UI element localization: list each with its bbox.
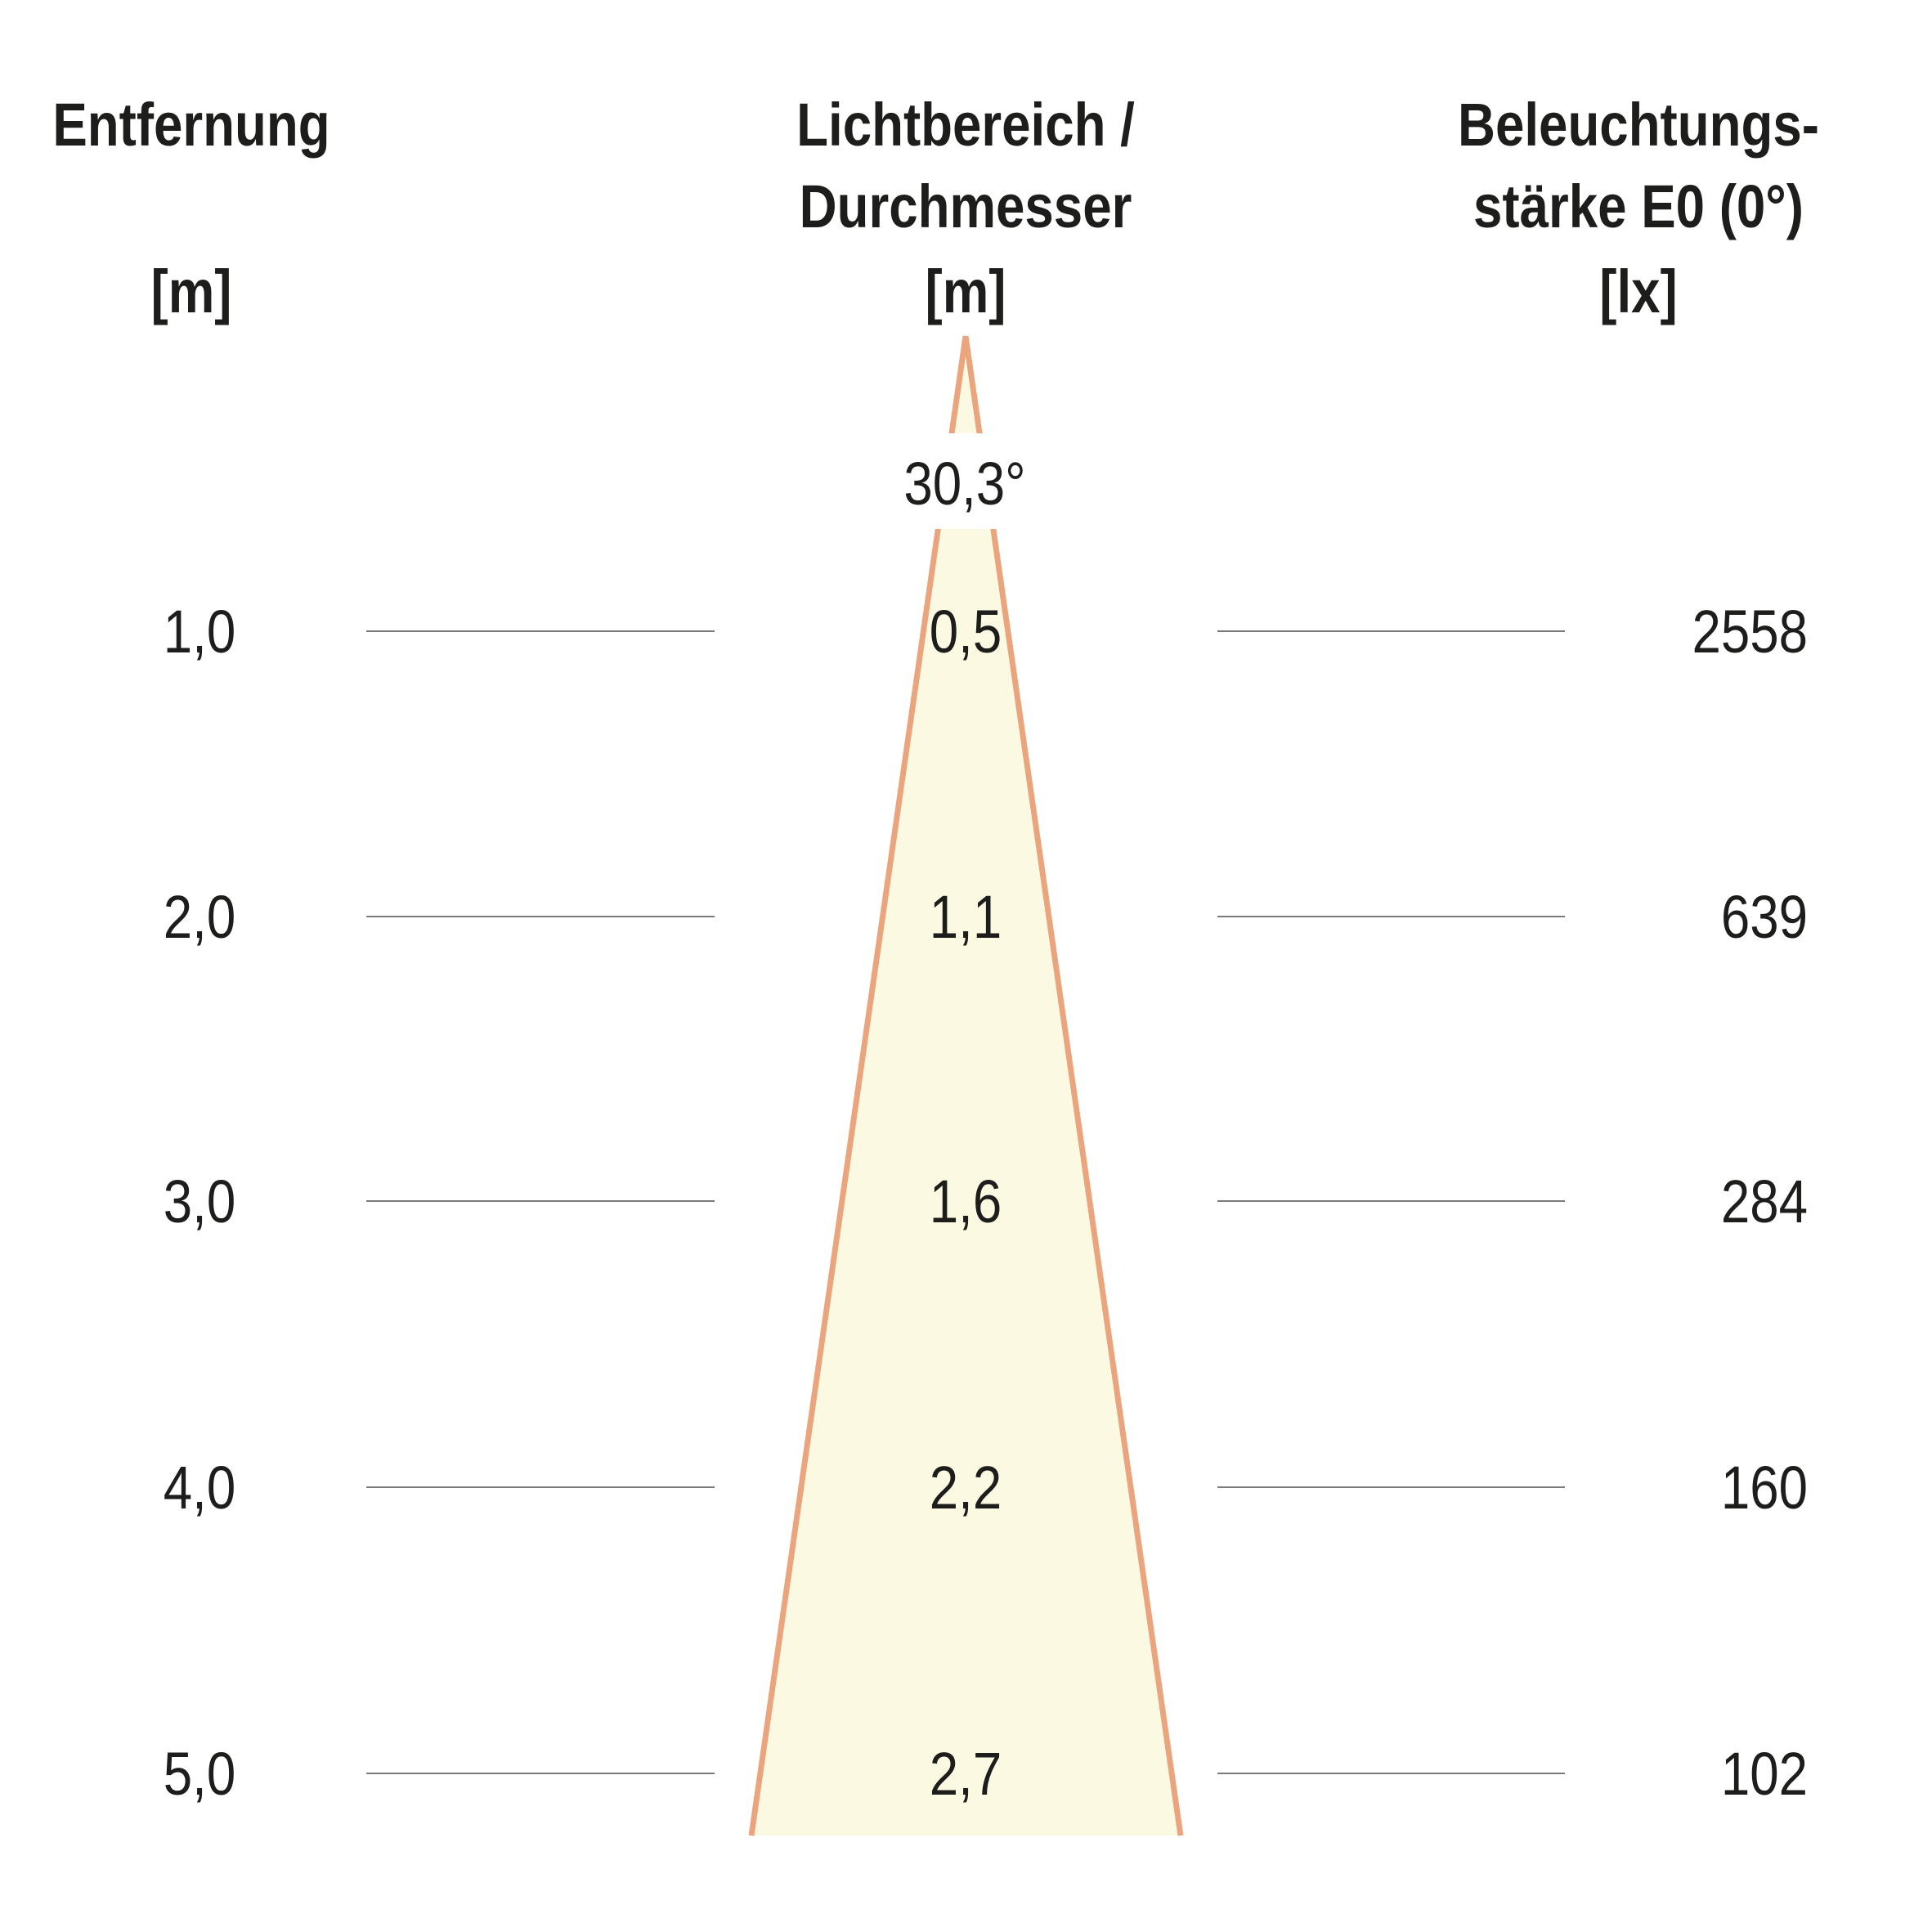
header-distance-unit: [m] — [151, 258, 232, 326]
illuminance-value: 160 — [1721, 1455, 1808, 1522]
illuminance-value: 639 — [1721, 884, 1808, 952]
diameter-value: 1,1 — [930, 884, 1002, 952]
distance-value: 2,0 — [164, 884, 235, 952]
light-cone — [751, 336, 1181, 1836]
table-row: 2,0 1,1 639 — [164, 884, 1808, 952]
distance-value: 1,0 — [164, 598, 235, 666]
diameter-value: 2,7 — [930, 1741, 1002, 1809]
header-illuminance-line2: stärke E0 (0°) — [1473, 173, 1804, 241]
header-illuminance-unit: [lx] — [1599, 258, 1677, 326]
cone-left-edge — [748, 335, 969, 1836]
table-row: 1,0 0,5 2558 — [164, 598, 1808, 666]
distance-value: 3,0 — [164, 1168, 235, 1236]
illuminance-value: 2558 — [1692, 598, 1808, 666]
header-distance: Entfernung — [52, 92, 329, 159]
table-row: 3,0 1,6 284 — [164, 1168, 1808, 1236]
header-diameter-line2: Durchmesser — [800, 173, 1132, 241]
distance-value: 5,0 — [164, 1741, 235, 1809]
beam-angle-label: 30,3° — [903, 451, 1025, 518]
header-diameter: Lichtbereich / — [796, 92, 1135, 159]
table-row: 4,0 2,2 160 — [164, 1455, 1808, 1522]
illuminance-value: 284 — [1721, 1168, 1808, 1236]
table-row: 5,0 2,7 102 — [164, 1741, 1808, 1809]
header-illuminance: Beleuchtungs- — [1458, 92, 1819, 159]
illuminance-value: 102 — [1721, 1741, 1808, 1809]
diameter-value: 1,6 — [930, 1168, 1002, 1236]
cone-right-edge — [962, 335, 1184, 1836]
header-diameter-unit: [m] — [926, 258, 1006, 326]
diameter-value: 0,5 — [930, 598, 1002, 666]
diameter-value: 2,2 — [930, 1455, 1002, 1522]
distance-value: 4,0 — [164, 1455, 235, 1522]
angle-label-backdrop — [883, 433, 1047, 529]
